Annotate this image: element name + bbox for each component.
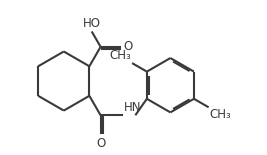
Text: CH₃: CH₃ [109,49,131,62]
Text: HN: HN [124,101,142,114]
Text: O: O [124,40,133,53]
Text: HO: HO [83,17,101,30]
Text: O: O [96,137,105,150]
Text: CH₃: CH₃ [210,108,231,122]
